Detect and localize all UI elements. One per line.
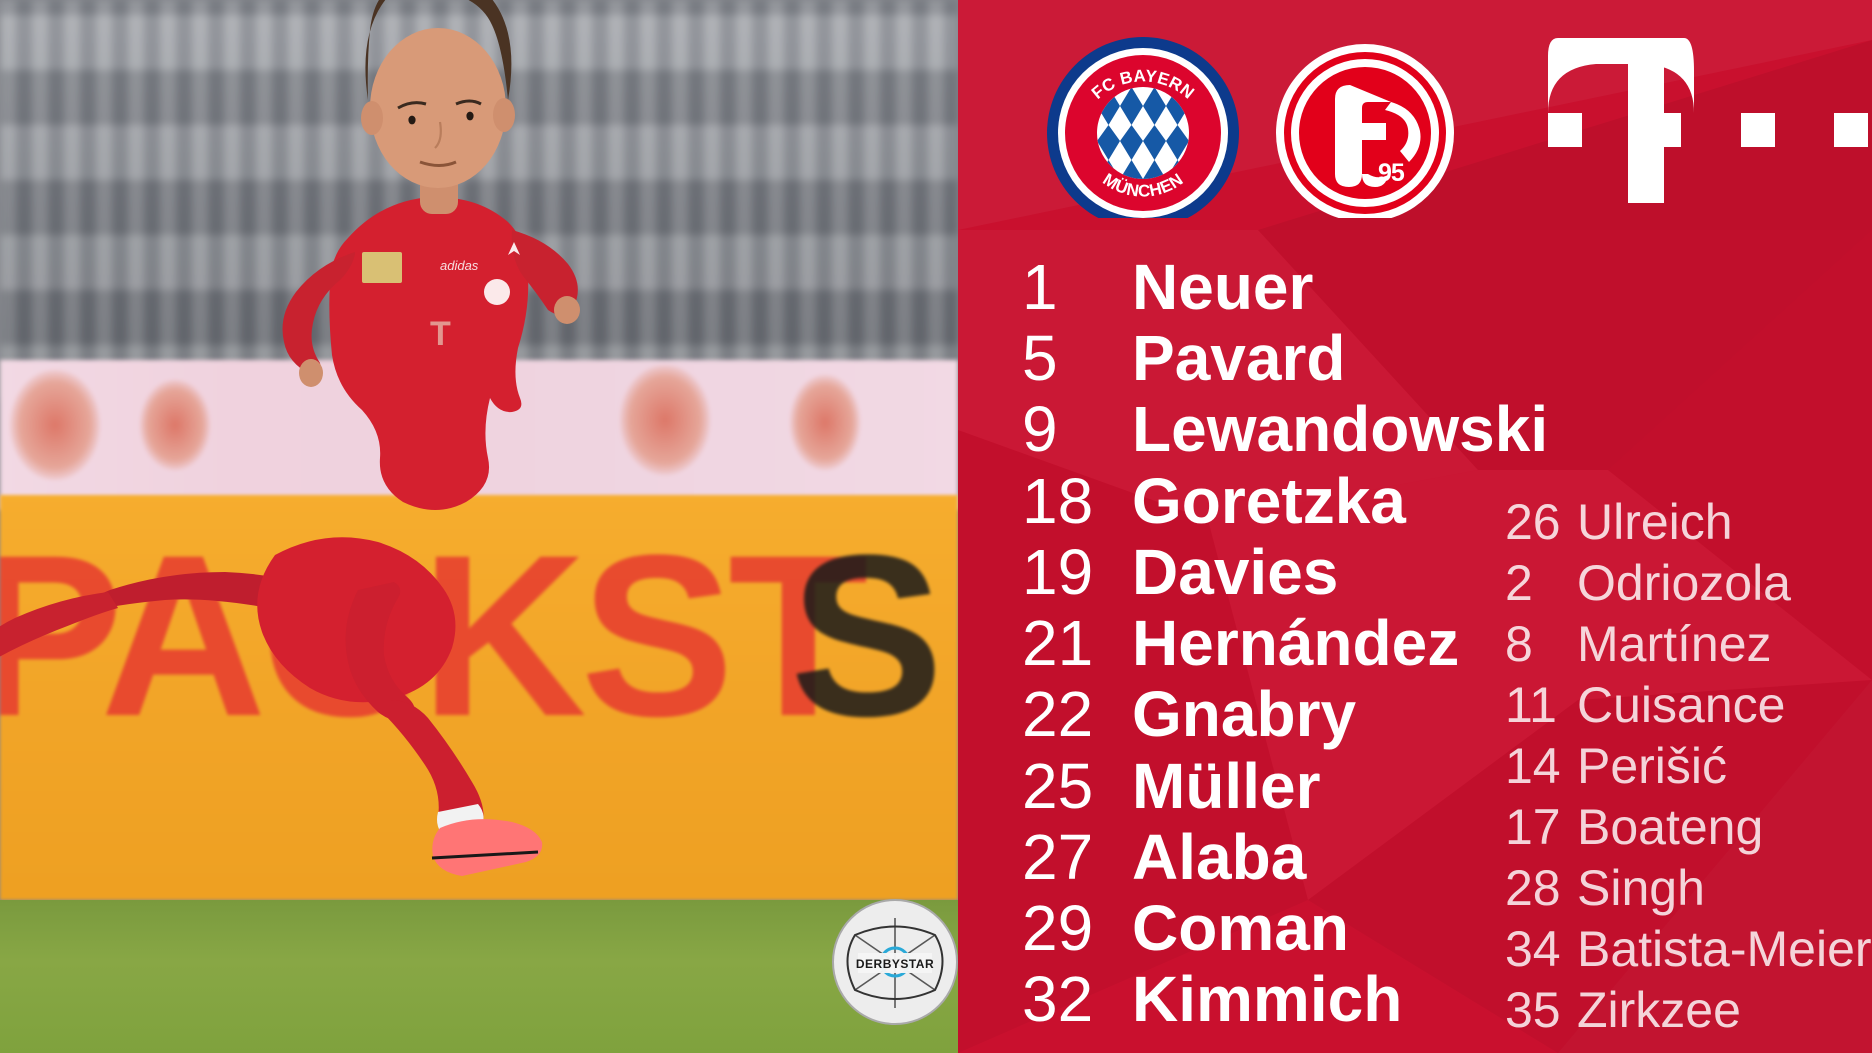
- svg-text:95: 95: [1378, 159, 1405, 187]
- svg-text:T: T: [430, 315, 451, 353]
- svg-text:adidas: adidas: [440, 258, 479, 273]
- svg-text:DERBYSTAR: DERBYSTAR: [856, 957, 934, 971]
